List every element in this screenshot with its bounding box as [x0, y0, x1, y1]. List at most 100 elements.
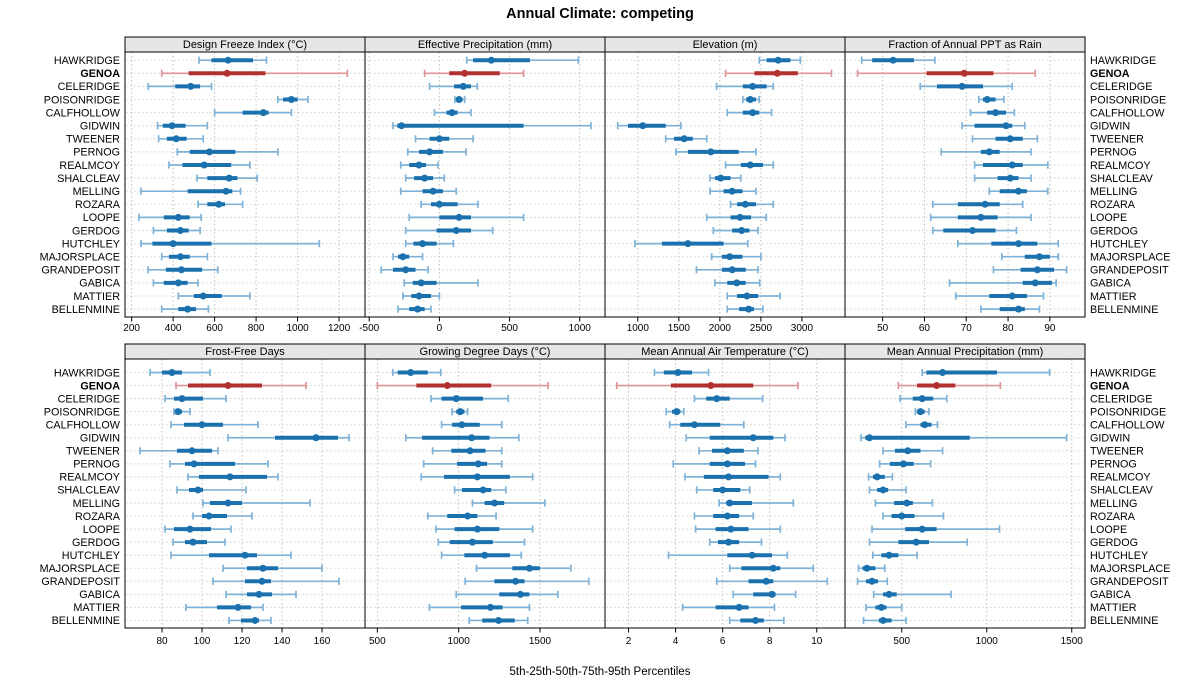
- percentile-row-celeridge: [164, 395, 227, 403]
- median-dot: [251, 616, 259, 624]
- site-label-right-majorsplace: MAJORSPLACE: [1090, 251, 1170, 263]
- median-dot: [199, 292, 207, 300]
- panel-design-freeze-index-c: Design Freeze Index (°C) 200 400 600 800 1000…: [123, 36, 366, 334]
- axis-tick-label: 1000: [627, 323, 650, 334]
- site-label-left-genoa: GENOA: [80, 380, 120, 392]
- site-label-right-bellenmine: BELLENMINE: [1090, 615, 1158, 627]
- percentile-row-hutchley: [957, 240, 1060, 248]
- median-dot: [407, 369, 415, 376]
- percentile-row-majorsplace: [857, 564, 886, 572]
- percentile-row-tweener: [698, 447, 759, 455]
- percentile-row-pernog: [940, 148, 1032, 156]
- panel-mean-annual-precipitation-mm: Mean Annual Precipitation (mm) 500 1000 150…: [844, 343, 1086, 647]
- percentile-row-calfhollow: [433, 109, 472, 117]
- panel-border: [844, 358, 1086, 629]
- median-dot: [448, 109, 456, 117]
- percentile-row-loope: [694, 525, 782, 533]
- percentile-row-celeridge: [430, 395, 510, 403]
- percentile-row-grandeposit: [715, 577, 829, 585]
- median-dot: [746, 96, 754, 103]
- x-axis-label: 5th-25th-50th-75th-95th Percentiles: [509, 666, 691, 678]
- median-dot: [673, 408, 681, 416]
- site-label-right-mattier: MATTIER: [1090, 291, 1137, 303]
- percentile-row-tweener: [139, 447, 219, 455]
- median-dot: [479, 486, 487, 494]
- site-label-right-gabica: GABICA: [1090, 589, 1132, 601]
- site-label-left-rozara: ROZARA: [75, 199, 121, 211]
- median-dot: [468, 538, 476, 546]
- site-label-left-hawkridge: HAWKRIDGE: [54, 55, 120, 67]
- axis-tick-label: 10: [811, 636, 823, 647]
- median-dot: [746, 161, 754, 169]
- percentile-row-gabica: [714, 279, 761, 287]
- percentile-row-majorsplace: [728, 564, 815, 572]
- median-dot: [426, 148, 434, 156]
- site-label-left-hutchley: HUTCHLEY: [62, 550, 120, 562]
- percentile-row-shalcleav: [404, 174, 446, 182]
- site-label-left-hutchley: HUTCHLEY: [62, 238, 120, 250]
- axis-tick-label: 0: [437, 323, 443, 334]
- percentile-row-gidwin: [156, 122, 209, 130]
- median-dot: [241, 551, 249, 559]
- median-dot: [419, 240, 427, 248]
- median-dot: [719, 486, 727, 494]
- site-label-left-hawkridge: HAWKRIDGE: [54, 367, 120, 379]
- percentile-row-pernog: [169, 460, 269, 468]
- median-dot: [918, 525, 926, 533]
- percentile-row-realmcoy: [168, 161, 251, 169]
- percentile-row-gidwin: [392, 122, 592, 130]
- panel-border: [844, 51, 1086, 318]
- median-dot: [743, 292, 751, 300]
- median-dot: [868, 577, 876, 585]
- site-label-left-mattier: MATTIER: [73, 602, 120, 614]
- percentile-row-poisonridge: [277, 95, 309, 104]
- median-dot: [194, 486, 202, 494]
- percentile-row-bellenmine: [397, 305, 432, 313]
- site-label-left-melling: MELLING: [73, 498, 120, 510]
- percentile-row-mattier: [185, 603, 264, 611]
- site-label-left-poisonridge: POISONRIDGE: [44, 94, 120, 106]
- percentile-row-gidwin: [860, 434, 1068, 442]
- median-dot: [726, 253, 734, 261]
- site-label-right-realmcoy: REALMCOY: [1090, 472, 1151, 484]
- median-dot: [690, 421, 698, 429]
- percentile-row-realmcoy: [867, 473, 894, 481]
- median-dot: [397, 122, 405, 130]
- median-dot: [674, 369, 682, 376]
- site-label-left-shalcleav: SHALCLEAV: [57, 485, 121, 497]
- percentile-row-tweener: [664, 135, 708, 143]
- median-dot: [879, 486, 887, 494]
- median-dot: [169, 240, 177, 248]
- site-label-left-realmcoy: REALMCOY: [59, 472, 120, 484]
- percentile-row-genoa: [376, 381, 549, 390]
- site-label-right-majorsplace: MAJORSPLACE: [1090, 563, 1170, 575]
- axis-tick-label: 1500: [529, 636, 552, 647]
- median-dot: [187, 82, 195, 90]
- median-dot: [1033, 266, 1041, 274]
- site-label-right-grandeposit: GRANDEPOSIT: [1090, 576, 1169, 588]
- site-label-right-poisonridge: POISONRIDGE: [1090, 406, 1166, 418]
- axis-tick-label: 6: [720, 636, 726, 647]
- median-dot: [415, 292, 423, 300]
- site-label-left-realmcoy: REALMCOY: [59, 160, 120, 172]
- site-label-left-celeridge: CELERIDGE: [58, 393, 120, 405]
- median-dot: [176, 253, 184, 261]
- site-label-left-bellenmine: BELLENMINE: [52, 304, 120, 316]
- median-dot: [981, 200, 989, 208]
- median-dot: [992, 109, 1000, 117]
- percentile-row-calfhollow: [440, 421, 503, 429]
- median-dot: [174, 213, 182, 221]
- median-dot: [684, 240, 692, 248]
- median-dot: [727, 525, 735, 533]
- site-label-right-calfhollow: CALFHOLLOW: [1090, 419, 1165, 431]
- median-dot: [224, 56, 232, 64]
- site-label-right-celeridge: CELERIDGE: [1090, 393, 1152, 405]
- percentile-row-calfhollow: [170, 421, 259, 429]
- percentile-row-celeridge: [147, 82, 213, 90]
- percentile-row-grandeposit: [695, 266, 759, 274]
- median-dot: [707, 148, 715, 156]
- percentile-row-celeridge: [919, 82, 1014, 90]
- site-label-right-calfhollow: CALFHOLLOW: [1090, 107, 1165, 119]
- percentile-row-tweener: [971, 135, 1039, 143]
- site-label-right-loope: LOOPE: [1090, 212, 1127, 224]
